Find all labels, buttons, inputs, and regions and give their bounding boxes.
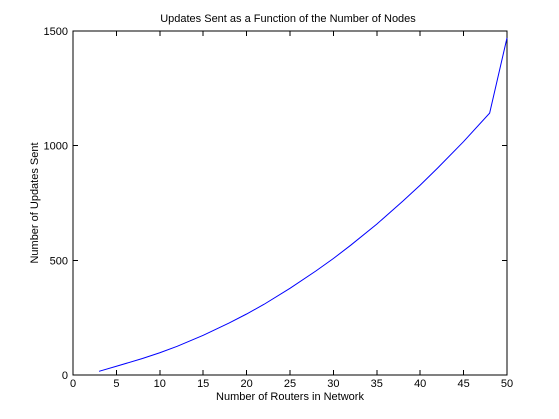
x-tick-label: 45 — [457, 378, 469, 390]
x-tick-label: 15 — [197, 378, 209, 390]
x-tick-label: 40 — [414, 378, 426, 390]
x-tick-label: 10 — [154, 378, 166, 390]
x-tick-label: 20 — [240, 378, 252, 390]
x-tick-label: 30 — [327, 378, 339, 390]
plot-area: 0 5 10 15 20 25 30 35 40 45 50 0 500 1000 1500 — [44, 26, 514, 390]
x-tick-label: 0 — [70, 378, 76, 390]
y-tick-label: 1500 — [44, 26, 68, 38]
series-layer — [98, 37, 508, 372]
y-axis-label: Number of Updates Sent — [29, 142, 41, 263]
y-axis: 0 500 1000 1500 — [44, 26, 507, 382]
x-axis: 0 5 10 15 20 25 30 35 40 45 50 — [70, 31, 513, 390]
x-tick-label: 25 — [284, 378, 296, 390]
x-tick-label: 5 — [113, 378, 119, 390]
plot-frame — [72, 30, 508, 376]
y-tick-label: 0 — [62, 370, 68, 382]
x-tick-label: 50 — [501, 378, 513, 390]
series-line-0 — [98, 37, 508, 372]
y-tick-label: 1000 — [44, 141, 68, 153]
x-axis-label: Number of Routers in Network — [216, 391, 364, 403]
y-tick-label: 500 — [50, 255, 68, 267]
chart-title: Updates Sent as a Function of the Number… — [160, 13, 416, 25]
x-tick-label: 35 — [371, 378, 383, 390]
